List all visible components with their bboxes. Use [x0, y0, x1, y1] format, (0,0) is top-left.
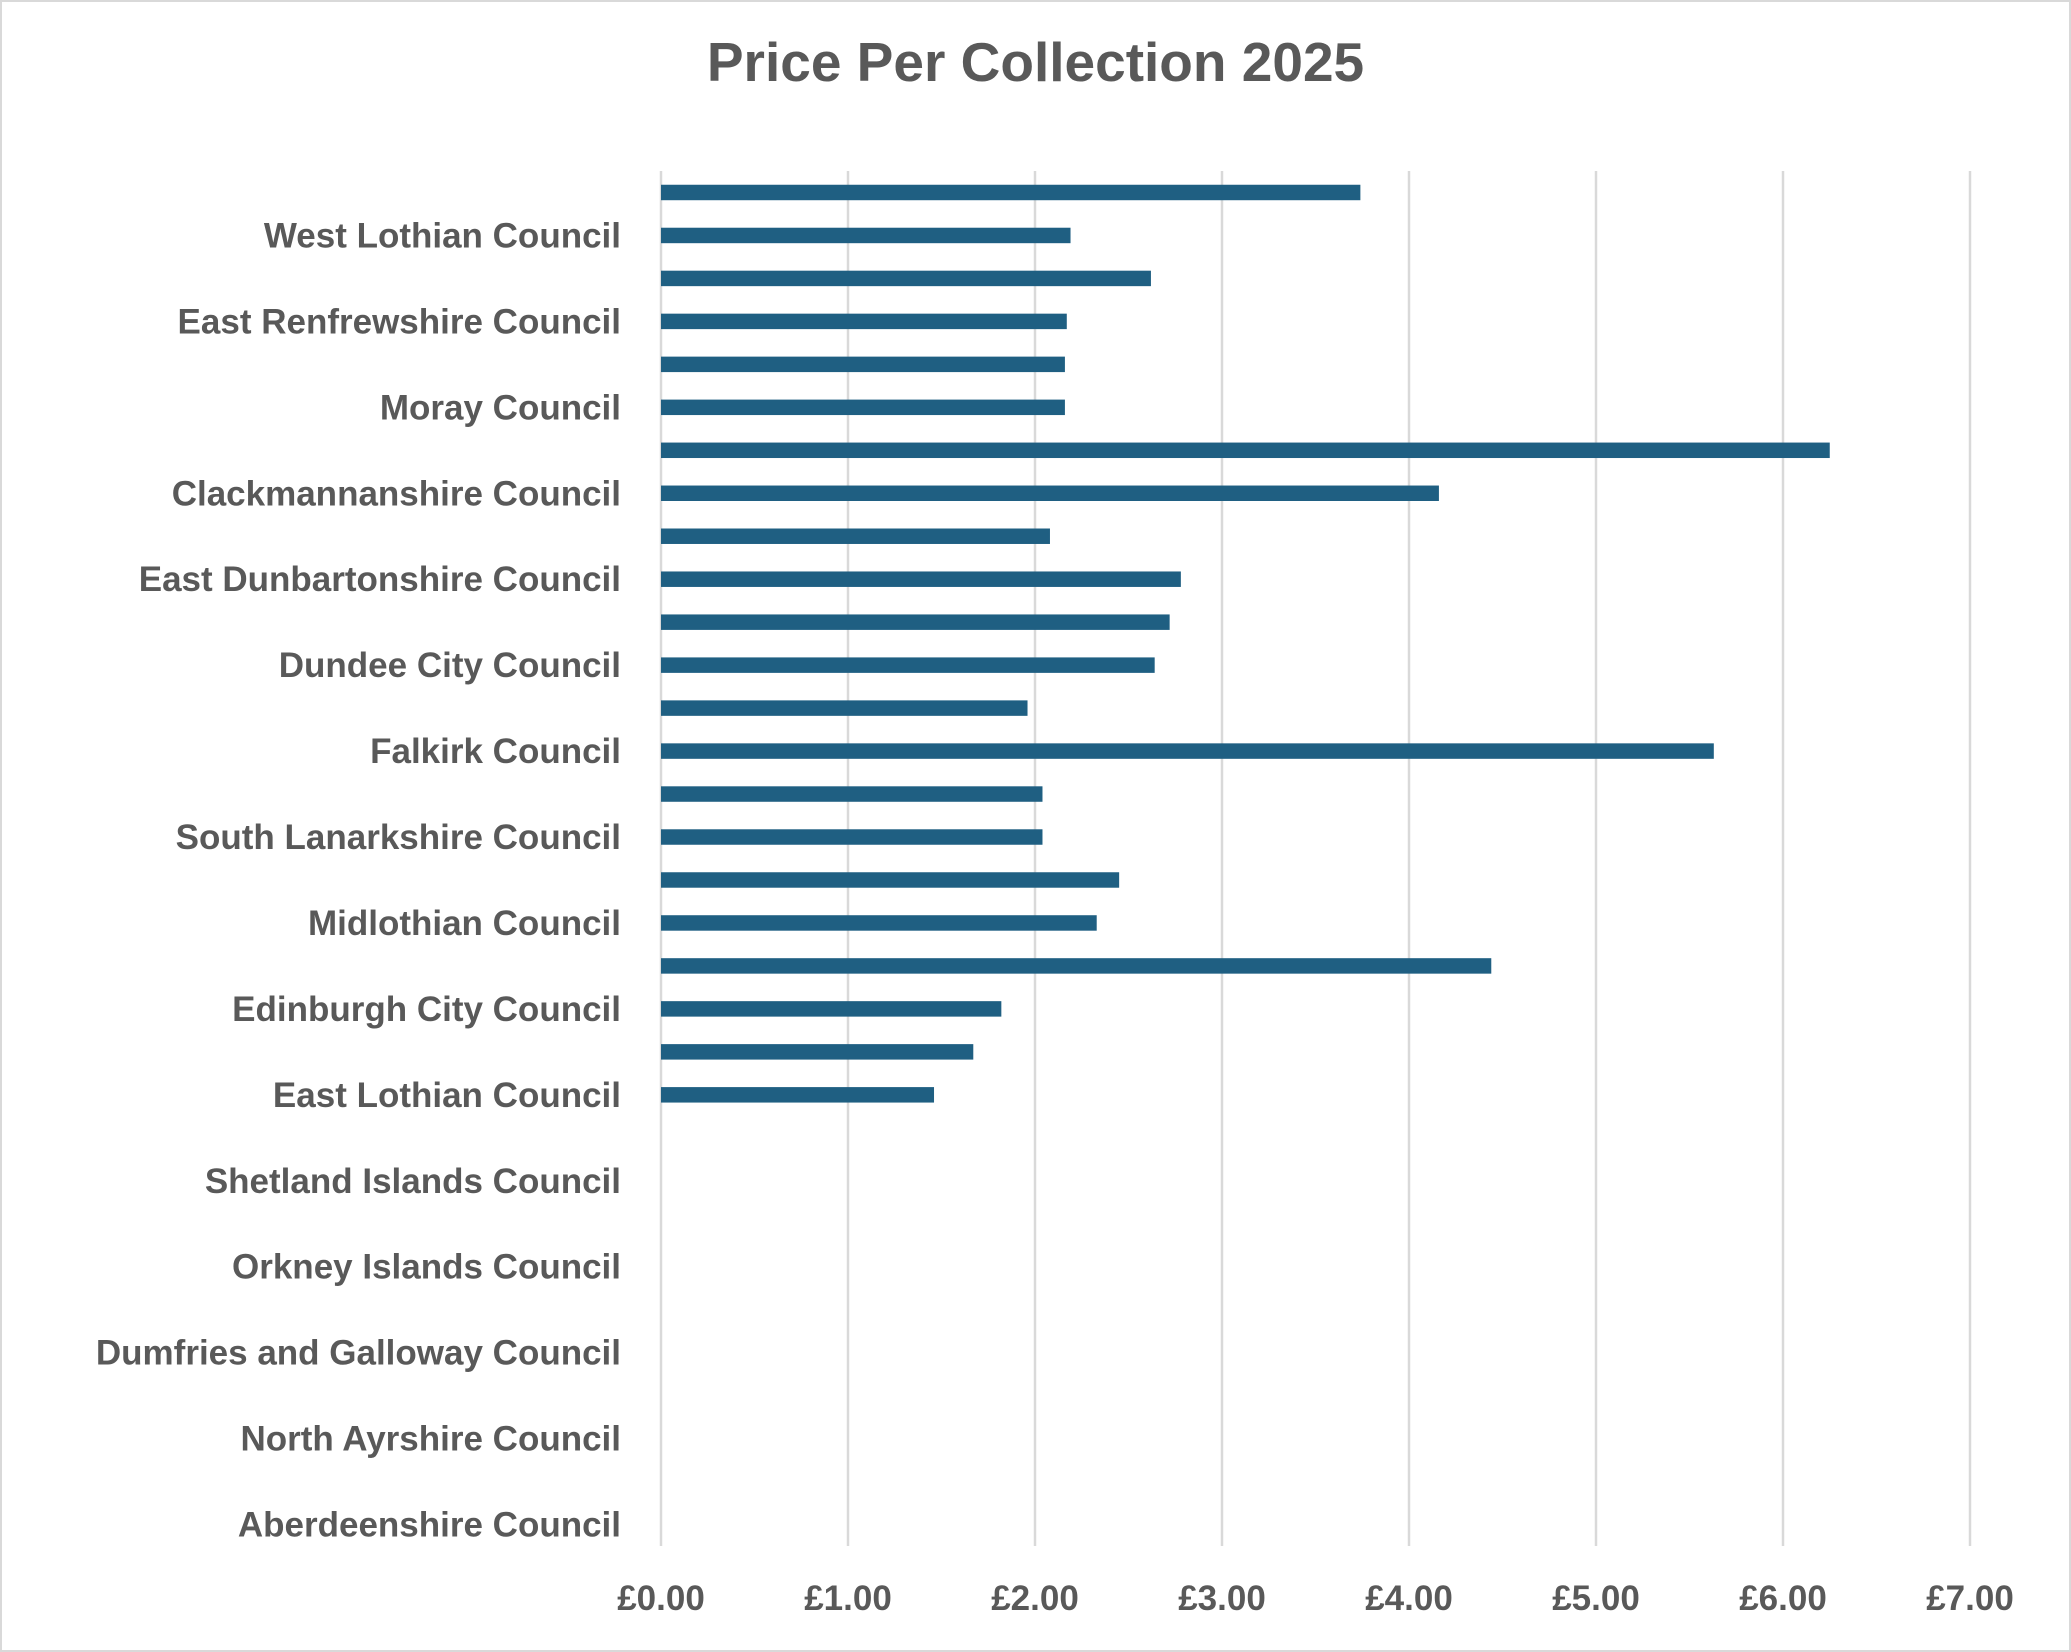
bar — [661, 1001, 1002, 1017]
category-label: West Lothian Council — [264, 216, 621, 255]
bar — [661, 614, 1170, 630]
bar — [661, 227, 1071, 244]
bar — [661, 657, 1155, 673]
bar — [661, 743, 1714, 759]
category-label: Midlothian Council — [308, 904, 621, 943]
bar — [661, 915, 1097, 931]
bar — [661, 270, 1151, 287]
bar — [661, 184, 1361, 201]
bar — [661, 1087, 935, 1103]
bar — [661, 399, 1065, 416]
category-label: South Lanarkshire Council — [176, 818, 621, 857]
bar — [661, 700, 1028, 716]
bar — [661, 872, 1120, 888]
bar — [661, 442, 1830, 459]
category-label: Aberdeenshire Council — [238, 1506, 621, 1545]
x-tick-label: £3.00 — [1178, 1579, 1266, 1618]
x-tick-label: £6.00 — [1739, 1579, 1827, 1618]
x-tick-label: £1.00 — [804, 1579, 892, 1618]
bar — [661, 356, 1065, 373]
bar — [661, 786, 1043, 802]
category-label: Moray Council — [380, 388, 621, 427]
bar — [661, 313, 1067, 330]
bar — [661, 528, 1050, 544]
bar — [661, 571, 1181, 587]
category-label: East Renfrewshire Council — [178, 302, 621, 341]
category-label: East Lothian Council — [273, 1076, 621, 1115]
x-tick-label: £4.00 — [1365, 1579, 1453, 1618]
category-label: Dundee City Council — [279, 646, 621, 685]
bars — [661, 184, 1830, 1103]
category-label: Clackmannanshire Council — [172, 474, 621, 513]
category-label: Dumfries and Galloway Council — [96, 1334, 621, 1373]
category-label: Shetland Islands Council — [205, 1162, 621, 1201]
x-tick-label: £2.00 — [991, 1579, 1079, 1618]
category-labels: West Lothian Council East Renfrewshire Co… — [96, 216, 621, 1544]
x-tick-labels: £0.00 £1.00 £2.00 £3.00 £4.00 £5.00 £6.00 £7.00 — [617, 1579, 2014, 1618]
bar — [661, 485, 1439, 501]
bar — [661, 1044, 974, 1060]
category-label: Orkney Islands Council — [232, 1248, 621, 1287]
category-label: Edinburgh City Council — [232, 990, 621, 1029]
gridlines — [659, 171, 1972, 1546]
bar — [661, 958, 1492, 974]
category-label: East Dunbartonshire Council — [139, 560, 621, 599]
x-tick-label: £5.00 — [1552, 1579, 1640, 1618]
category-label: Falkirk Council — [370, 732, 621, 771]
chart-title: Price Per Collection 2025 — [706, 31, 1365, 93]
x-tick-label: £7.00 — [1926, 1579, 2014, 1618]
x-tick-label: £0.00 — [617, 1579, 705, 1618]
bar — [661, 829, 1043, 845]
category-label: North Ayrshire Council — [240, 1420, 621, 1459]
